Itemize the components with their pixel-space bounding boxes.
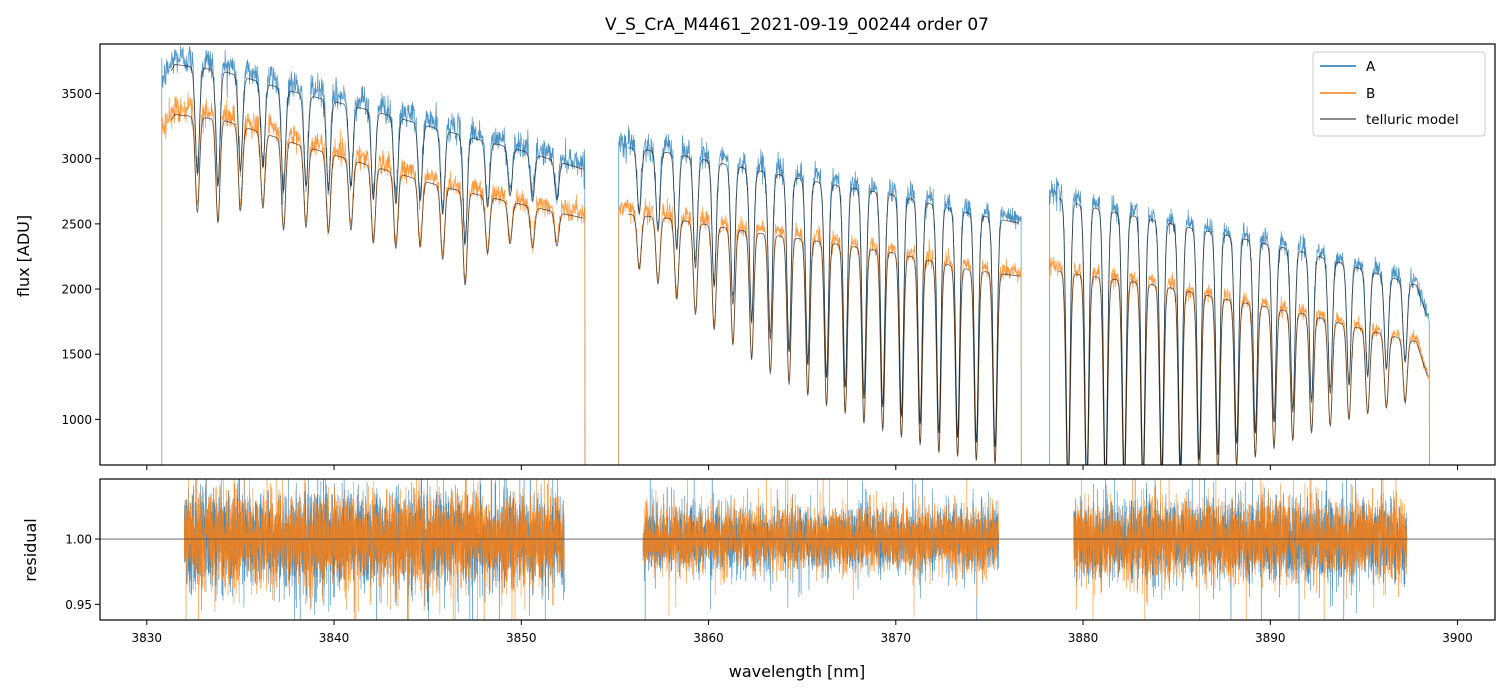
flux-axes-frame — [99, 43, 1496, 466]
flux-y-tick-label: 1500 — [61, 348, 92, 362]
flux-x-ticks — [146, 465, 1459, 470]
x-tick-label: 3880 — [1068, 631, 1099, 645]
residual-plot-area — [100, 479, 1495, 620]
x-tick-label: 3860 — [693, 631, 724, 645]
residual-x-ticks: 3830 3840 3850 3860 3870 3880 3890 3900 — [132, 620, 1473, 645]
telluric-model-line-b-seg-0 — [170, 113, 584, 286]
telluric-model-line-a-seg-1 — [627, 147, 1020, 448]
telluric-model-line-b-seg-2 — [1058, 270, 1428, 465]
residual-axes-frame — [99, 478, 1496, 621]
x-tick-label: 3890 — [1255, 631, 1286, 645]
residual-b-line-seg-0 — [183, 479, 565, 620]
series-a-line-seg-1 — [618, 125, 1022, 465]
residual-b-line-seg-1 — [642, 479, 1000, 617]
residual-panel: 0.95 1.00 3830 3840 3850 3860 3870 3880 3890 390… — [21, 478, 1496, 681]
residual-y-tick-label: 1.00 — [65, 533, 92, 547]
x-tick-label: 3900 — [1442, 631, 1473, 645]
flux-plot-area — [161, 45, 1430, 465]
residual-b-line-seg-2 — [1073, 479, 1408, 620]
flux-y-tick-label: 2000 — [61, 283, 92, 297]
legend-label-a: A — [1366, 59, 1376, 75]
residual-y-ticks: 0.95 1.00 — [65, 533, 100, 612]
flux-y-axis-label: flux [ADU] — [14, 215, 33, 297]
telluric-model-line-a-seg-0 — [170, 63, 584, 245]
flux-y-tick-label: 1000 — [61, 413, 92, 427]
telluric-model-line-a-seg-2 — [1058, 197, 1428, 465]
x-axis-label: wavelength [nm] — [729, 662, 866, 681]
x-tick-label: 3850 — [506, 631, 537, 645]
x-tick-label: 3840 — [319, 631, 350, 645]
flux-y-tick-label: 2500 — [61, 217, 92, 231]
residual-y-tick-label: 0.95 — [65, 598, 92, 612]
legend: A B telluric model — [1312, 51, 1486, 137]
legend-label-telluric-model: telluric model — [1366, 112, 1459, 128]
residual-y-axis-label: residual — [21, 518, 40, 581]
legend-label-b: B — [1366, 86, 1375, 102]
flux-y-ticks: 1000 1500 2000 2500 3000 3500 — [61, 87, 100, 427]
flux-y-tick-label: 3500 — [61, 87, 92, 101]
flux-y-tick-label: 3000 — [61, 152, 92, 166]
flux-panel: 1000 1500 2000 2500 3000 3500 flux [ADU] A B … — [14, 43, 1496, 470]
chart-title: V_S_CrA_M4461_2021-09-19_00244 order 07 — [605, 15, 989, 35]
telluric-model-line-b-seg-1 — [627, 213, 1020, 465]
x-tick-label: 3830 — [132, 631, 163, 645]
x-tick-label: 3870 — [881, 631, 912, 645]
legend-box — [1312, 51, 1486, 137]
